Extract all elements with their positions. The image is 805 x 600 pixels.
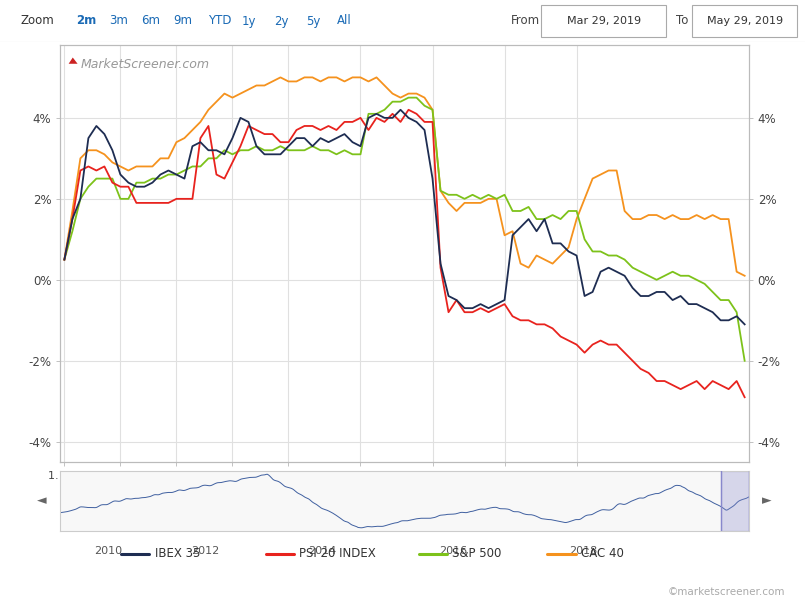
Text: 2012: 2012 xyxy=(191,546,219,556)
Text: All: All xyxy=(336,14,351,28)
Text: S&P 500: S&P 500 xyxy=(452,547,502,560)
Text: To: To xyxy=(676,14,688,28)
Bar xyxy=(541,5,666,37)
Text: 2014: 2014 xyxy=(308,546,336,556)
Text: 3m: 3m xyxy=(109,14,127,28)
Text: 2010: 2010 xyxy=(94,546,122,556)
Bar xyxy=(721,471,749,531)
Text: 1y: 1y xyxy=(242,14,256,28)
Text: IBEX 35: IBEX 35 xyxy=(155,547,200,560)
Text: 6m: 6m xyxy=(141,14,160,28)
Text: 2018: 2018 xyxy=(569,546,597,556)
Text: From: From xyxy=(511,14,540,28)
Text: 2016: 2016 xyxy=(439,546,467,556)
Text: 5y: 5y xyxy=(306,14,320,28)
Text: 9m: 9m xyxy=(173,14,192,28)
Text: CAC 40: CAC 40 xyxy=(581,547,624,560)
Text: PSI 20 INDEX: PSI 20 INDEX xyxy=(299,547,376,560)
Bar xyxy=(721,469,749,533)
Text: 2y: 2y xyxy=(274,14,288,28)
Text: MarketScreener.com: MarketScreener.com xyxy=(81,58,210,71)
Text: Mar 29, 2019: Mar 29, 2019 xyxy=(567,16,641,26)
Polygon shape xyxy=(68,58,77,64)
Text: ►: ► xyxy=(762,494,772,508)
Text: ©marketscreener.com: ©marketscreener.com xyxy=(667,587,785,597)
Bar xyxy=(692,5,797,37)
Text: 2m: 2m xyxy=(76,14,97,28)
Text: YTD: YTD xyxy=(208,14,231,28)
Text: ◄: ◄ xyxy=(37,494,47,508)
Text: May 29, 2019: May 29, 2019 xyxy=(707,16,782,26)
Text: Zoom: Zoom xyxy=(20,14,54,28)
